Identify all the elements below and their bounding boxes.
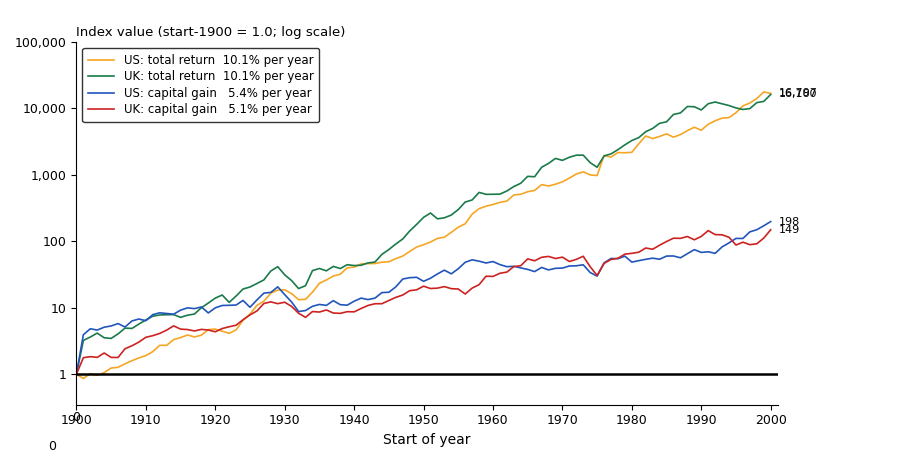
UK: total return  10.1% per year: (1.9e+03, 1): total return 10.1% per year: (1.9e+03, 1… (71, 372, 82, 377)
UK: capital gain   5.1% per year: (1.95e+03, 14.3): capital gain 5.1% per year: (1.95e+03, 1… (390, 294, 401, 300)
Text: 198: 198 (779, 217, 800, 226)
US: total return  10.1% per year: (2e+03, 1.76e+04): total return 10.1% per year: (2e+03, 1.7… (759, 89, 770, 95)
US: total return  10.1% per year: (1.91e+03, 1.6): total return 10.1% per year: (1.91e+03, … (127, 358, 138, 364)
US: total return  10.1% per year: (1.98e+03, 1.95e+03): total return 10.1% per year: (1.98e+03, … (599, 153, 610, 158)
Text: 16,160: 16,160 (779, 89, 817, 100)
UK: total return  10.1% per year: (1.95e+03, 91): total return 10.1% per year: (1.95e+03, … (390, 241, 401, 247)
US: capital gain   5.4% per year: (1.97e+03, 39.5): capital gain 5.4% per year: (1.97e+03, 3… (557, 266, 568, 271)
Legend: US: total return  10.1% per year, UK: total return  10.1% per year, US: capital : US: total return 10.1% per year, UK: tot… (83, 48, 319, 122)
Line: UK: capital gain   5.1% per year: UK: capital gain 5.1% per year (76, 230, 770, 374)
US: capital gain   5.4% per year: (1.96e+03, 49.6): capital gain 5.4% per year: (1.96e+03, 4… (487, 259, 498, 264)
UK: capital gain   5.1% per year: (2e+03, 149): capital gain 5.1% per year: (2e+03, 149) (765, 227, 776, 232)
Text: Index value (start-1900 = 1.0; log scale): Index value (start-1900 = 1.0; log scale… (76, 27, 346, 40)
US: total return  10.1% per year: (1.93e+03, 10.9): total return 10.1% per year: (1.93e+03, … (252, 303, 263, 308)
UK: capital gain   5.1% per year: (1.9e+03, 1): capital gain 5.1% per year: (1.9e+03, 1) (71, 372, 82, 377)
US: capital gain   5.4% per year: (1.91e+03, 5.13): capital gain 5.4% per year: (1.91e+03, 5… (120, 324, 130, 330)
UK: total return  10.1% per year: (1.91e+03, 4.94): total return 10.1% per year: (1.91e+03, … (120, 326, 130, 331)
UK: capital gain   5.1% per year: (1.91e+03, 2.42): capital gain 5.1% per year: (1.91e+03, 2… (120, 346, 130, 352)
US: capital gain   5.4% per year: (1.95e+03, 20.6): capital gain 5.4% per year: (1.95e+03, 2… (390, 284, 401, 290)
Line: UK: total return  10.1% per year: UK: total return 10.1% per year (76, 94, 770, 374)
US: total return  10.1% per year: (1.9e+03, 1): total return 10.1% per year: (1.9e+03, 1… (71, 372, 82, 377)
Text: 0: 0 (73, 411, 80, 424)
US: total return  10.1% per year: (1.97e+03, 892): total return 10.1% per year: (1.97e+03, … (564, 175, 574, 181)
X-axis label: Start of year: Start of year (383, 433, 471, 447)
UK: capital gain   5.1% per year: (1.98e+03, 30.6): capital gain 5.1% per year: (1.98e+03, 3… (592, 272, 602, 278)
US: capital gain   5.4% per year: (1.98e+03, 29.9): capital gain 5.4% per year: (1.98e+03, 2… (592, 273, 602, 279)
US: total return  10.1% per year: (1.95e+03, 60): total return 10.1% per year: (1.95e+03, … (397, 253, 408, 259)
US: capital gain   5.4% per year: (2e+03, 198): capital gain 5.4% per year: (2e+03, 198) (765, 219, 776, 224)
Text: 0: 0 (49, 440, 56, 453)
UK: capital gain   5.1% per year: (1.96e+03, 29.6): capital gain 5.1% per year: (1.96e+03, 2… (487, 273, 498, 279)
UK: capital gain   5.1% per year: (1.92e+03, 7.81): capital gain 5.1% per year: (1.92e+03, 7… (245, 312, 255, 318)
UK: total return  10.1% per year: (1.92e+03, 20.5): total return 10.1% per year: (1.92e+03, … (245, 284, 255, 290)
Line: US: capital gain   5.4% per year: US: capital gain 5.4% per year (76, 221, 770, 374)
US: capital gain   5.4% per year: (1.9e+03, 1): capital gain 5.4% per year: (1.9e+03, 1) (71, 372, 82, 377)
US: total return  10.1% per year: (2e+03, 1.68e+04): total return 10.1% per year: (2e+03, 1.6… (765, 91, 776, 96)
UK: total return  10.1% per year: (1.96e+03, 509): total return 10.1% per year: (1.96e+03, … (487, 192, 498, 197)
UK: total return  10.1% per year: (2e+03, 1.62e+04): total return 10.1% per year: (2e+03, 1.6… (765, 92, 776, 97)
Text: 149: 149 (779, 225, 800, 235)
Text: 16,797: 16,797 (779, 88, 818, 99)
US: capital gain   5.4% per year: (1.92e+03, 10.2): capital gain 5.4% per year: (1.92e+03, 1… (245, 305, 255, 310)
US: total return  10.1% per year: (1.96e+03, 385): total return 10.1% per year: (1.96e+03, … (494, 199, 505, 205)
UK: total return  10.1% per year: (1.97e+03, 1.65e+03): total return 10.1% per year: (1.97e+03, … (557, 158, 568, 163)
US: total return  10.1% per year: (1.9e+03, 0.863): total return 10.1% per year: (1.9e+03, 0… (78, 376, 89, 381)
UK: capital gain   5.1% per year: (1.97e+03, 57.7): capital gain 5.1% per year: (1.97e+03, 5… (557, 254, 568, 260)
UK: total return  10.1% per year: (1.98e+03, 1.3e+03): total return 10.1% per year: (1.98e+03, … (592, 165, 602, 170)
Line: US: total return  10.1% per year: US: total return 10.1% per year (76, 92, 770, 379)
